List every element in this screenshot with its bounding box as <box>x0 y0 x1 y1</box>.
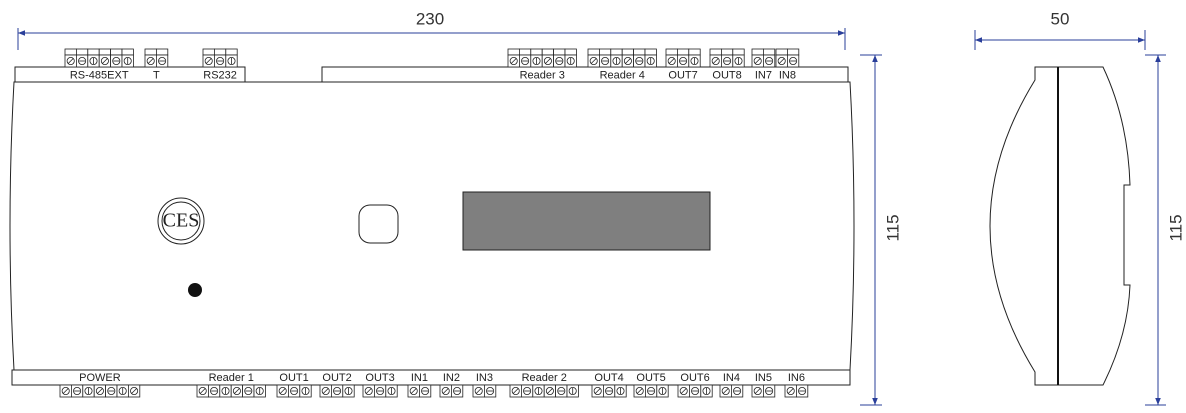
connector-label: Reader 3 <box>520 69 565 81</box>
terminal-tab <box>763 49 774 55</box>
terminal-tab <box>99 49 110 55</box>
terminal-tab <box>634 49 645 55</box>
terminal-tab <box>542 49 553 55</box>
terminal-tab <box>622 49 633 55</box>
terminal-tab <box>145 49 156 55</box>
connector-label: OUT1 <box>279 372 308 384</box>
connector-label: OUT7 <box>668 69 697 81</box>
connector-label: Reader 1 <box>209 372 254 384</box>
connector-label: OUT6 <box>680 372 709 384</box>
connector-label: RS-485EXT <box>70 69 129 81</box>
terminal-tab <box>76 49 87 55</box>
front-body <box>10 82 854 370</box>
led <box>188 283 202 297</box>
terminal-tab <box>519 49 530 55</box>
connector-label: OUT5 <box>636 372 665 384</box>
terminal-tab <box>710 49 721 55</box>
terminal-tab <box>588 49 599 55</box>
dimension-width: 230 <box>416 9 444 28</box>
terminal-tab <box>88 49 99 55</box>
terminal-tab <box>565 49 576 55</box>
terminal-tab <box>645 49 656 55</box>
terminal-tab <box>508 49 519 55</box>
terminal-tab <box>531 49 542 55</box>
connector-label: IN8 <box>779 69 796 81</box>
connector-label: IN5 <box>755 372 772 384</box>
connector-label: IN3 <box>476 372 493 384</box>
terminal-tab <box>599 49 610 55</box>
lcd-display <box>463 192 710 250</box>
terminal-tab <box>111 49 122 55</box>
connector-label: OUT4 <box>594 372 623 384</box>
dimension-side-height: 115 <box>1166 214 1185 241</box>
connector-label: POWER <box>79 372 121 384</box>
terminal-tab <box>721 49 732 55</box>
terminal-tab <box>611 49 622 55</box>
terminal-tab <box>122 49 133 55</box>
terminal-tab <box>787 49 798 55</box>
button <box>359 205 398 243</box>
connector-label: Reader 4 <box>600 69 645 81</box>
logo: CES <box>163 210 200 232</box>
terminal-tab <box>203 49 214 55</box>
terminal-tab <box>554 49 565 55</box>
side-body-left <box>990 67 1058 385</box>
side-body-right <box>1058 67 1130 385</box>
drawing: CES 230 115 50 115 RS-485EXT T RS232 Reader… <box>0 0 1186 413</box>
terminal-tab <box>65 49 76 55</box>
connector-label: IN1 <box>411 372 428 384</box>
connector-label: RS232 <box>203 69 237 81</box>
connector-label: Reader 2 <box>522 372 567 384</box>
dimension-height: 115 <box>883 214 902 241</box>
connector-label: T <box>153 69 160 81</box>
connector-label: OUT8 <box>712 69 741 81</box>
terminal-tab <box>752 49 763 55</box>
terminal-tab <box>689 49 700 55</box>
terminal-tab <box>733 49 744 55</box>
connector-label: IN4 <box>723 372 740 384</box>
terminal-tab <box>156 49 167 55</box>
dimension-side-width: 50 <box>1051 9 1070 28</box>
terminal-tab <box>677 49 688 55</box>
connector-label: IN7 <box>755 69 772 81</box>
connector-label: IN2 <box>443 372 460 384</box>
terminal-tab <box>776 49 787 55</box>
connector-label: OUT2 <box>322 372 351 384</box>
connector-label: IN6 <box>788 372 805 384</box>
terminal-tab <box>214 49 225 55</box>
connector-label: OUT3 <box>365 372 394 384</box>
terminal-tab <box>226 49 237 55</box>
terminal-tab <box>666 49 677 55</box>
